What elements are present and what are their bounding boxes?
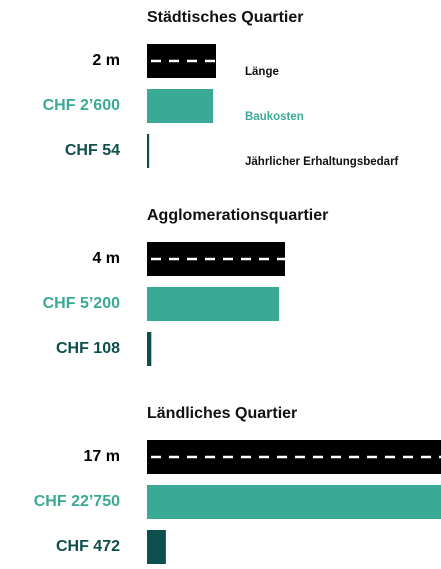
group-title: Ländliches Quartier xyxy=(147,405,297,422)
value-label: CHF 5’200 xyxy=(43,295,120,312)
bar xyxy=(147,332,152,366)
value-label: CHF 22’750 xyxy=(34,493,120,510)
legend-label: Baukosten xyxy=(245,111,304,123)
bar xyxy=(147,134,150,168)
bar xyxy=(147,287,280,321)
value-label: CHF 54 xyxy=(65,142,120,159)
bar xyxy=(147,485,441,519)
bar xyxy=(147,89,214,123)
bar xyxy=(147,530,166,564)
value-label: CHF 2’600 xyxy=(43,97,120,114)
value-label: CHF 108 xyxy=(56,340,120,357)
group-title: Agglomerationsquartier xyxy=(147,207,328,224)
legend-label: Jährlicher Erhaltungsbedarf xyxy=(245,156,399,168)
value-label: CHF 472 xyxy=(56,538,120,555)
value-label: 4 m xyxy=(92,250,120,267)
legend-label: Länge xyxy=(245,66,279,78)
value-label: 2 m xyxy=(92,52,120,69)
group-title: Städtisches Quartier xyxy=(147,9,304,26)
value-label: 17 m xyxy=(84,448,120,465)
